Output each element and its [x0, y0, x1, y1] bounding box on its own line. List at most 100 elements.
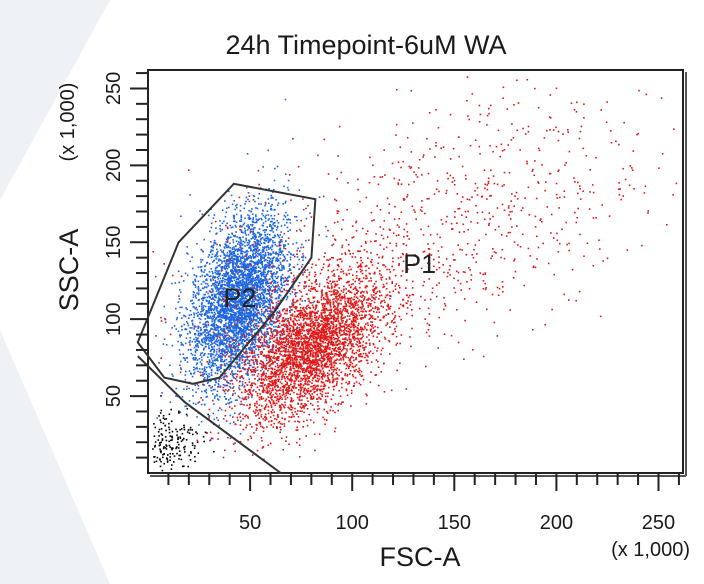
- data-point: [204, 275, 206, 277]
- data-point: [215, 343, 217, 345]
- data-point: [274, 237, 276, 239]
- data-point: [190, 373, 192, 375]
- data-point: [241, 329, 243, 331]
- data-point: [243, 272, 245, 274]
- data-point: [230, 360, 232, 362]
- data-point: [206, 287, 208, 289]
- data-point: [266, 328, 268, 330]
- data-point: [244, 315, 246, 317]
- data-point: [218, 348, 220, 350]
- data-point: [214, 307, 216, 309]
- data-point: [243, 208, 245, 210]
- data-point: [233, 317, 235, 319]
- data-point: [234, 220, 236, 222]
- data-point: [233, 421, 235, 423]
- data-point: [222, 223, 224, 225]
- data-point: [369, 343, 371, 345]
- data-point: [176, 317, 178, 319]
- data-point: [264, 306, 266, 308]
- data-point: [207, 375, 209, 377]
- data-point: [247, 338, 249, 340]
- data-point: [296, 253, 298, 255]
- data-point: [225, 324, 227, 326]
- data-point: [325, 303, 327, 305]
- data-point: [233, 345, 235, 347]
- data-point: [211, 321, 213, 323]
- data-point: [251, 371, 253, 373]
- data-point: [249, 241, 251, 243]
- data-point: [258, 218, 260, 220]
- data-point: [179, 289, 181, 291]
- data-point: [325, 380, 327, 382]
- data-point: [267, 282, 269, 284]
- data-point: [347, 315, 349, 317]
- data-point: [292, 313, 294, 315]
- data-point: [227, 340, 229, 342]
- data-point: [220, 367, 222, 369]
- data-point: [343, 332, 345, 334]
- data-point: [239, 359, 241, 361]
- data-point: [300, 406, 302, 408]
- data-point: [201, 368, 203, 370]
- data-point: [279, 237, 281, 239]
- data-point: [210, 351, 212, 353]
- data-point: [329, 364, 331, 366]
- data-point: [215, 359, 217, 361]
- data-point: [258, 300, 260, 302]
- data-point: [186, 337, 188, 339]
- data-point: [253, 247, 255, 249]
- data-point: [249, 321, 251, 323]
- data-point: [258, 270, 260, 272]
- data-point: [195, 403, 197, 405]
- data-point: [341, 269, 343, 271]
- data-point: [258, 417, 260, 419]
- data-point: [261, 299, 263, 301]
- data-point: [233, 258, 235, 260]
- data-point: [216, 339, 218, 341]
- data-point: [273, 280, 275, 282]
- data-point: [223, 384, 225, 386]
- data-point: [206, 392, 208, 394]
- data-point: [250, 436, 252, 438]
- data-point: [228, 324, 230, 326]
- data-point: [230, 275, 232, 277]
- data-point: [235, 277, 237, 279]
- data-point: [199, 313, 201, 315]
- data-point: [272, 240, 274, 242]
- data-point: [278, 202, 280, 204]
- data-point: [207, 356, 209, 358]
- data-point: [205, 318, 207, 320]
- data-point: [192, 300, 194, 302]
- data-point: [251, 318, 253, 320]
- data-point: [358, 301, 360, 303]
- data-point: [265, 305, 267, 307]
- data-point: [221, 378, 223, 380]
- data-point: [254, 357, 256, 359]
- data-point: [210, 367, 212, 369]
- data-point: [210, 334, 212, 336]
- data-point: [284, 326, 286, 328]
- data-point: [268, 282, 270, 284]
- data-point: [203, 305, 205, 307]
- data-point: [395, 289, 397, 291]
- data-point: [218, 290, 220, 292]
- data-point: [231, 276, 233, 278]
- data-point: [290, 257, 292, 259]
- data-point: [240, 433, 242, 435]
- data-point: [260, 203, 262, 205]
- data-point: [205, 335, 207, 337]
- data-point: [202, 342, 204, 344]
- data-point: [220, 260, 222, 262]
- data-point: [223, 378, 225, 380]
- data-point: [215, 270, 217, 272]
- data-point: [219, 343, 221, 345]
- data-point: [269, 295, 271, 297]
- data-point: [248, 192, 250, 194]
- data-point: [272, 273, 274, 275]
- data-point: [193, 284, 195, 286]
- data-point: [196, 243, 198, 245]
- data-point: [237, 370, 239, 372]
- data-point: [255, 216, 257, 218]
- data-point: [202, 214, 204, 216]
- data-point: [259, 262, 261, 264]
